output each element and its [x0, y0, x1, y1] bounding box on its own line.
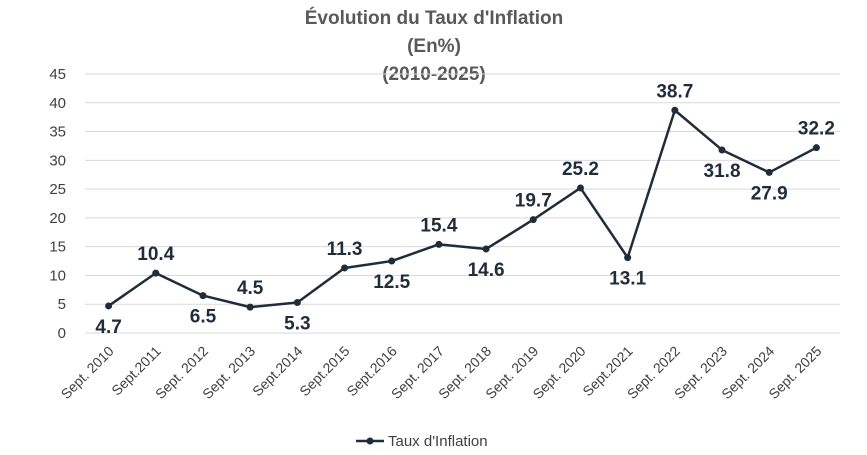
- legend-label: Taux d'Inflation: [388, 433, 488, 450]
- legend-marker: [366, 437, 374, 445]
- data-point: [199, 292, 207, 300]
- data-label: 38.7: [656, 81, 693, 102]
- data-point: [482, 245, 490, 253]
- chart-title-line-1: Évolution du Taux d'Inflation: [305, 7, 564, 29]
- data-label: 27.9: [751, 183, 788, 204]
- y-tick-label: 15: [49, 239, 66, 256]
- y-tick-label: 0: [58, 325, 66, 342]
- data-label: 12.5: [373, 272, 410, 293]
- y-axis-ticks: 0 5 10 15 20 25 30 35 40 45: [49, 66, 66, 342]
- data-label: 4.7: [95, 317, 121, 338]
- data-label: 32.2: [798, 119, 835, 140]
- chart-title: Évolution du Taux d'Inflation(En%)(2010-…: [305, 7, 564, 85]
- data-point: [293, 298, 301, 306]
- data-label: 4.5: [237, 278, 264, 299]
- data-point: [765, 168, 773, 176]
- y-tick-label: 45: [49, 66, 66, 83]
- data-point: [529, 216, 537, 224]
- x-tick-label: Sept.2015: [296, 343, 353, 400]
- data-label: 31.8: [704, 161, 741, 182]
- data-point: [671, 106, 679, 114]
- y-tick-label: 10: [49, 267, 66, 284]
- data-label: 25.2: [562, 159, 599, 180]
- data-label: 19.7: [515, 191, 552, 212]
- series-line: [107, 109, 817, 309]
- data-label: 13.1: [609, 269, 646, 290]
- x-tick-label: Sept.2014: [249, 343, 306, 400]
- data-label: 14.6: [468, 260, 505, 281]
- data-label: 10.4: [137, 244, 174, 265]
- data-point: [388, 257, 396, 265]
- data-point: [718, 146, 726, 154]
- data-point: [152, 269, 160, 277]
- data-point: [435, 240, 443, 248]
- series-taux-inflation: [105, 106, 820, 311]
- data-point: [341, 264, 349, 272]
- y-tick-label: 20: [49, 210, 66, 227]
- data-label: 6.5: [190, 307, 217, 328]
- data-point: [246, 303, 254, 311]
- data-point: [812, 144, 820, 152]
- data-point: [105, 302, 113, 310]
- chart-title-line-2: (En%): [407, 36, 461, 57]
- legend: Taux d'Inflation: [356, 433, 488, 450]
- data-point: [624, 254, 632, 262]
- data-labels: 4.7 10.4 6.5 4.5 5.3 11.3 12.5 15.4 14.6 19.7 25.2…: [95, 81, 835, 338]
- y-tick-label: 25: [49, 181, 66, 198]
- x-tick-label: Sept. 2010: [58, 343, 117, 402]
- data-label: 5.3: [284, 313, 310, 334]
- data-label: 11.3: [327, 239, 363, 260]
- data-label: 15.4: [420, 215, 457, 236]
- y-tick-label: 40: [49, 95, 66, 112]
- data-point: [576, 184, 584, 192]
- y-tick-label: 35: [49, 124, 66, 141]
- y-tick-label: 30: [49, 152, 66, 169]
- y-tick-label: 5: [58, 296, 66, 313]
